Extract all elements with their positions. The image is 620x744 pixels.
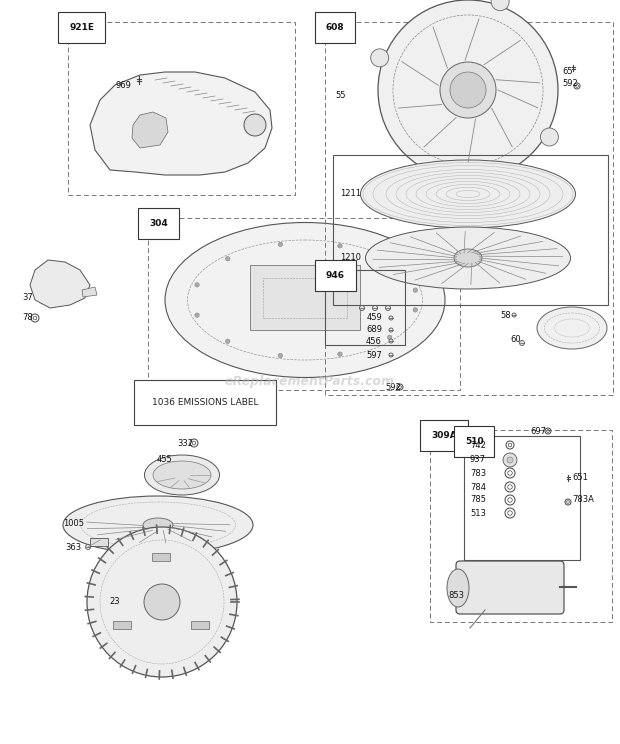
Ellipse shape [144,455,219,495]
Text: 510: 510 [465,437,484,446]
Bar [263,278,347,318]
Ellipse shape [366,227,570,289]
Text: 305: 305 [163,382,179,391]
Polygon shape [90,72,272,175]
Polygon shape [82,287,97,297]
Text: 459: 459 [366,313,382,322]
Circle shape [278,353,283,358]
Text: 969: 969 [116,80,132,89]
Circle shape [278,243,283,246]
Circle shape [87,527,237,677]
Circle shape [388,335,392,339]
Circle shape [491,0,509,10]
Circle shape [86,545,91,550]
Circle shape [373,306,378,310]
Circle shape [413,288,417,292]
Text: 304: 304 [149,219,168,228]
Polygon shape [30,260,90,308]
Circle shape [360,306,365,310]
Text: 1210: 1210 [340,254,361,263]
Circle shape [378,0,558,180]
Circle shape [440,62,496,118]
Text: eReplacementParts.com: eReplacementParts.com [225,376,395,388]
Circle shape [144,584,180,620]
Circle shape [386,306,391,310]
Text: 784: 784 [470,483,486,492]
Ellipse shape [447,569,469,607]
Text: 309A: 309A [431,431,457,440]
Circle shape [520,341,525,345]
Circle shape [226,257,230,261]
Circle shape [338,352,342,356]
Text: 597: 597 [366,350,382,359]
Text: 37: 37 [22,293,33,303]
Text: 1005: 1005 [63,519,84,527]
FancyBboxPatch shape [152,553,170,561]
Ellipse shape [360,160,575,228]
Text: 513: 513 [470,508,486,518]
Text: 785: 785 [470,496,486,504]
Polygon shape [132,112,168,148]
FancyBboxPatch shape [191,620,209,629]
Bar [90,538,108,546]
Circle shape [389,316,393,320]
Circle shape [507,457,513,463]
Text: 946: 946 [326,271,345,280]
Text: 742: 742 [470,440,486,449]
Text: 65: 65 [562,68,573,77]
Circle shape [503,453,517,467]
Text: 697: 697 [530,428,546,437]
Circle shape [195,283,199,287]
Text: 651: 651 [572,473,588,483]
Text: 937: 937 [470,455,486,464]
Circle shape [512,313,516,317]
Ellipse shape [165,222,445,377]
Circle shape [195,313,199,318]
Ellipse shape [63,496,253,554]
Circle shape [413,308,417,312]
Text: 1211: 1211 [340,190,361,199]
Circle shape [244,114,266,136]
Circle shape [443,173,461,191]
Circle shape [338,243,342,248]
Text: 23: 23 [109,597,120,606]
Text: 689: 689 [366,326,382,335]
Bar [250,265,360,330]
Text: 783A: 783A [572,496,594,504]
Ellipse shape [143,518,173,532]
Circle shape [450,72,486,108]
Text: 78: 78 [22,313,33,322]
Text: 921E: 921E [69,23,94,32]
Text: 55: 55 [335,91,345,100]
Text: 60: 60 [510,336,521,344]
Ellipse shape [537,307,607,349]
Text: 332: 332 [177,440,193,449]
Ellipse shape [454,249,482,267]
Text: 363: 363 [65,544,81,553]
Text: 592: 592 [385,382,401,391]
Ellipse shape [153,461,211,489]
Circle shape [389,353,393,357]
FancyBboxPatch shape [113,620,131,629]
Circle shape [371,49,389,67]
Text: 456: 456 [366,336,382,345]
Circle shape [389,339,393,343]
Circle shape [388,260,392,265]
Circle shape [541,128,559,146]
Circle shape [226,339,230,344]
Circle shape [178,385,182,389]
Text: 853: 853 [448,591,464,600]
Text: 1036 EMISSIONS LABEL: 1036 EMISSIONS LABEL [152,398,259,407]
Text: 783: 783 [470,469,486,478]
Text: 455: 455 [157,455,173,464]
Text: 608: 608 [326,23,345,32]
Text: 592: 592 [562,80,578,89]
FancyBboxPatch shape [456,561,564,614]
Text: 58: 58 [500,310,511,319]
Circle shape [389,328,393,332]
